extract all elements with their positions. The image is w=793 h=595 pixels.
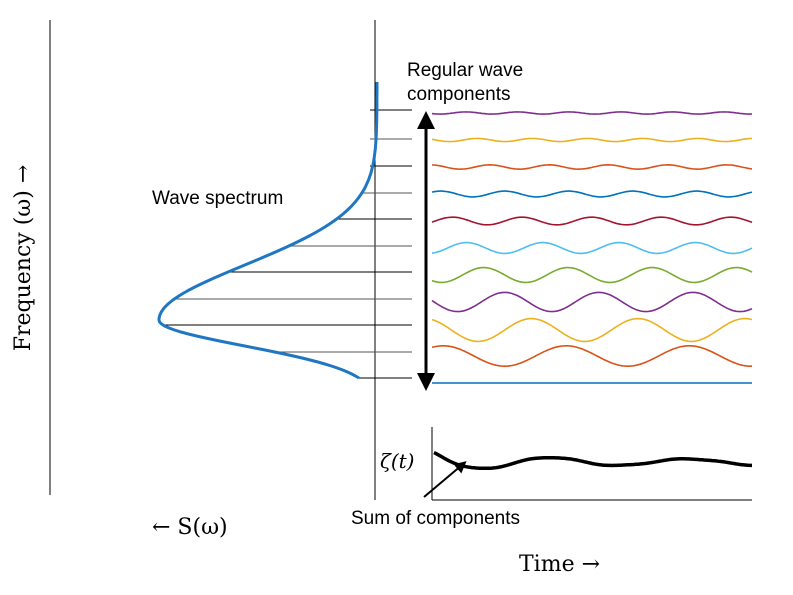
zeta-label: ζ(t) (380, 449, 414, 473)
frequency-axis-label: Frequency (ω) → (11, 165, 36, 352)
wave-spectrum-label: Wave spectrum (152, 188, 283, 209)
component-wave (431, 345, 752, 367)
component-waves (431, 111, 753, 384)
regular-wave-label-line1: Regular wave (407, 60, 523, 81)
sum-label-arrow (423, 461, 467, 498)
spectrum-curve (157, 82, 379, 380)
component-wave (431, 317, 753, 343)
sum-of-components-curve (433, 451, 752, 471)
regular-wave-label-line2: components (407, 84, 511, 105)
component-wave (431, 216, 753, 226)
spectrum-axis-label: ← S(ω) (152, 515, 228, 540)
component-wave (431, 111, 753, 115)
component-wave (431, 163, 753, 171)
component-wave (431, 190, 753, 198)
component-wave (431, 291, 753, 313)
spectrum-discretization-lines (163, 109, 412, 379)
component-wave (431, 241, 753, 255)
component-wave (431, 266, 753, 284)
sum-of-components-label: Sum of components (351, 508, 520, 529)
time-axis-label: Time → (519, 552, 600, 577)
component-wave (431, 137, 753, 143)
